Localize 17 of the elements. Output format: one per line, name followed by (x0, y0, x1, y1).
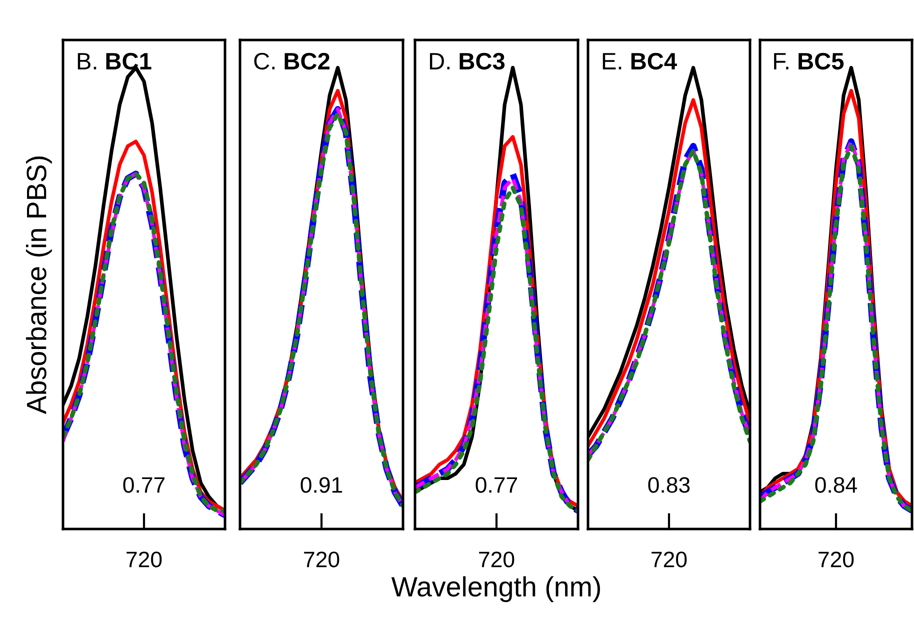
x-axis-title: Wavelength (nm) (391, 576, 600, 602)
annotation: 0.83 (648, 477, 690, 493)
annotation: 0.91 (300, 477, 342, 493)
y-axis-title: Absorbance (in PBS) (26, 156, 52, 414)
chart-title: B. BC1 (78, 52, 152, 70)
chart-title: E. BC4 (602, 52, 677, 70)
chart-title: D. BC3 (430, 52, 505, 70)
annotation: 0.84 (815, 477, 857, 493)
annotation: 0.77 (123, 477, 165, 493)
chart-title: F. BC5 (774, 52, 844, 70)
text: 720 (818, 552, 854, 568)
text: 720 (126, 552, 162, 568)
text: 720 (479, 552, 514, 568)
chart-title: C. BC2 (254, 52, 330, 70)
annotation: 0.77 (476, 477, 518, 493)
text: 720 (304, 552, 340, 568)
text: 720 (652, 552, 687, 568)
